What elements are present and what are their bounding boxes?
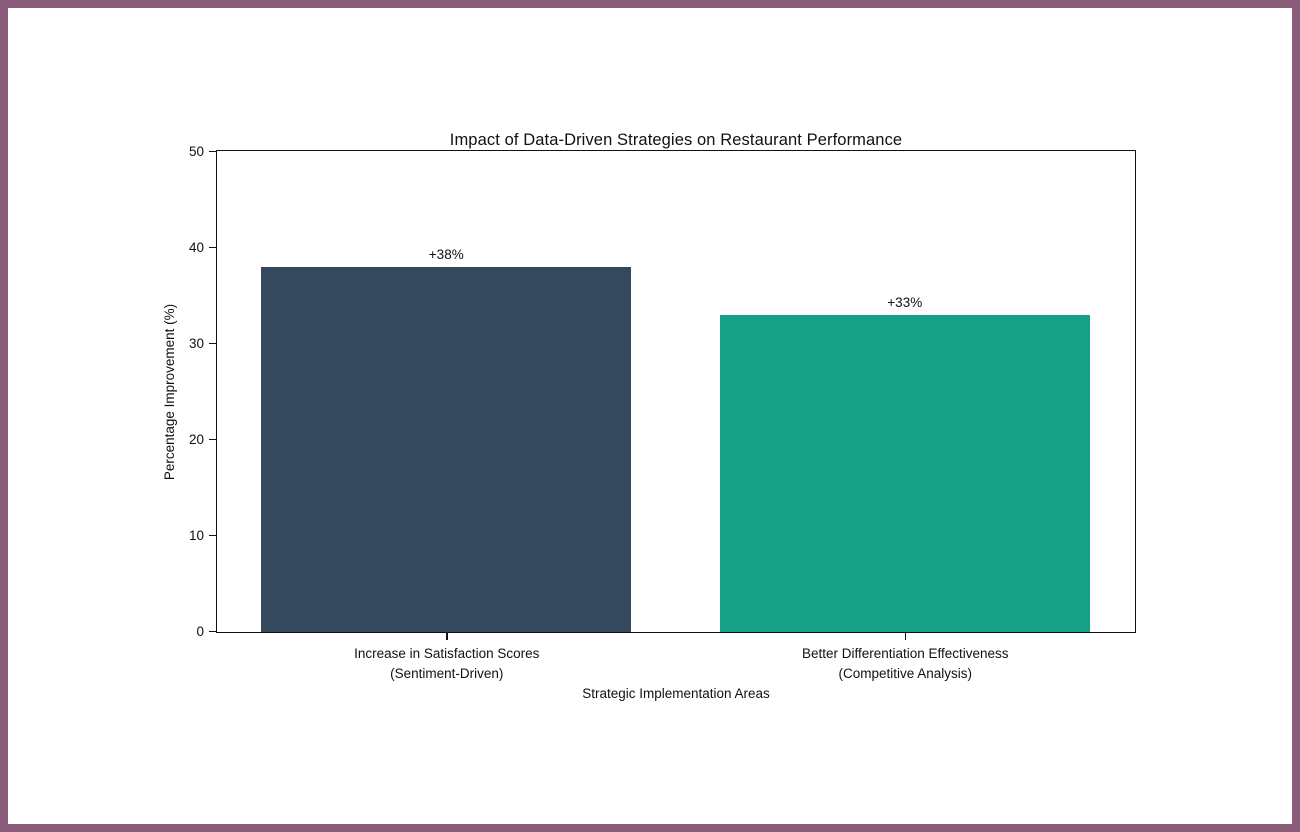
x-tick-label-0: Increase in Satisfaction Scores (Sentime… [354, 645, 540, 681]
y-tick-label-0: 0 [196, 623, 204, 639]
bar-value-label-1: +33% [887, 295, 923, 311]
y-tick-mark-50 [209, 150, 216, 153]
y-tick-mark-40 [209, 246, 216, 249]
y-tick-mark-0 [209, 630, 216, 633]
bar-0 [261, 267, 632, 632]
x-axis-label: Strategic Implementation Areas [582, 686, 770, 701]
x-tick-mark-0 [446, 633, 448, 640]
bar-value-label-0: +38% [428, 247, 464, 263]
y-tick-label-20: 20 [188, 431, 204, 447]
y-tick-label-40: 40 [188, 239, 204, 255]
y-tick-mark-10 [209, 534, 216, 537]
y-tick-label-50: 50 [188, 143, 204, 159]
x-tick-label-1: Better Differentiation Effectiveness (Co… [801, 645, 1009, 681]
plot-area: +38% +33% [216, 150, 1136, 633]
y-axis-label: Percentage Improvement (%) [162, 303, 177, 481]
bar-1 [719, 315, 1090, 632]
chart-title: Impact of Data-Driven Strategies on Rest… [449, 131, 903, 149]
y-tick-mark-30 [209, 342, 216, 345]
x-tick-mark-1 [904, 633, 906, 640]
y-tick-mark-20 [209, 438, 216, 441]
y-tick-label-10: 10 [188, 527, 204, 543]
figure-canvas: Impact of Data-Driven Strategies on Rest… [8, 8, 1292, 824]
y-tick-label-30: 30 [188, 335, 204, 351]
